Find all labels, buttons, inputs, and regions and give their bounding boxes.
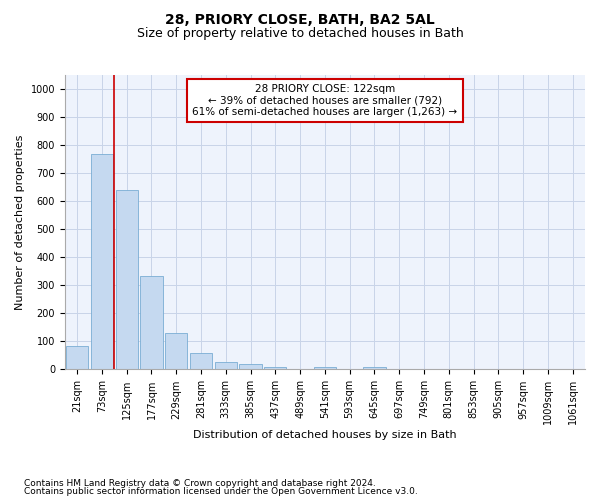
Bar: [264, 366, 286, 370]
Bar: [91, 154, 113, 370]
Bar: [66, 346, 88, 370]
Bar: [140, 276, 163, 370]
Text: Contains public sector information licensed under the Open Government Licence v3: Contains public sector information licen…: [24, 487, 418, 496]
Bar: [239, 364, 262, 370]
Text: Size of property relative to detached houses in Bath: Size of property relative to detached ho…: [137, 28, 463, 40]
Text: Contains HM Land Registry data © Crown copyright and database right 2024.: Contains HM Land Registry data © Crown c…: [24, 478, 376, 488]
Text: 28 PRIORY CLOSE: 122sqm
← 39% of detached houses are smaller (792)
61% of semi-d: 28 PRIORY CLOSE: 122sqm ← 39% of detache…: [193, 84, 457, 117]
Bar: [190, 352, 212, 370]
Bar: [314, 366, 336, 370]
Bar: [363, 366, 386, 370]
Text: 28, PRIORY CLOSE, BATH, BA2 5AL: 28, PRIORY CLOSE, BATH, BA2 5AL: [165, 12, 435, 26]
Y-axis label: Number of detached properties: Number of detached properties: [15, 134, 25, 310]
Bar: [215, 362, 237, 370]
Bar: [116, 190, 138, 370]
Bar: [165, 333, 187, 370]
X-axis label: Distribution of detached houses by size in Bath: Distribution of detached houses by size …: [193, 430, 457, 440]
